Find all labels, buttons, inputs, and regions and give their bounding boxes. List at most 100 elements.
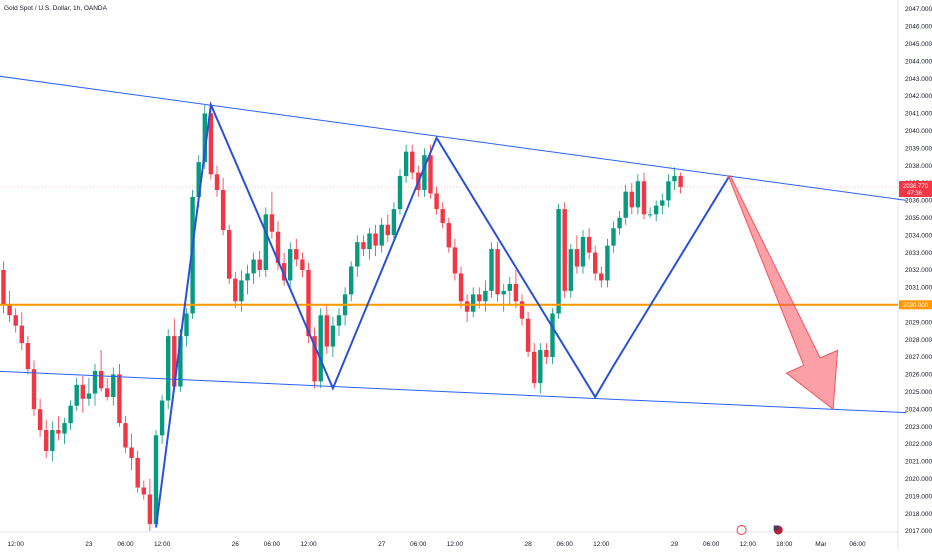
- time-tick-label: 29: [671, 541, 679, 548]
- candle-body: [239, 280, 244, 302]
- candle-body: [208, 113, 214, 175]
- price-tick-label: 2018.000: [905, 511, 932, 518]
- candle-body: [269, 214, 275, 232]
- candle-body: [611, 228, 616, 246]
- candle-body: [62, 423, 67, 434]
- candle-body: [678, 176, 683, 188]
- candle-body: [196, 162, 201, 197]
- price-tick-label: 2023.000: [905, 424, 932, 431]
- candle-body: [275, 231, 281, 264]
- candle-body: [623, 191, 628, 218]
- candle-body: [391, 209, 397, 236]
- candle-body: [233, 278, 238, 302]
- candle-body: [245, 273, 250, 281]
- support-trendline: [0, 370, 907, 414]
- price-tick-label: 2029.000: [905, 319, 932, 326]
- drawing-tools: [0, 75, 907, 528]
- time-tick-label: 06:00: [117, 541, 134, 548]
- candle-body: [336, 315, 342, 326]
- time-axis[interactable]: 12:00 23 06:00 12:00 26 06:00 12:00 27 06:00 12:0…: [8, 525, 866, 549]
- price-tick-label: 2034.000: [905, 232, 932, 239]
- us-flag-canton: [773, 525, 779, 530]
- candle-body: [37, 409, 43, 431]
- time-tick-label: 12:00: [740, 541, 757, 548]
- price-tick-label: 2031.000: [905, 285, 932, 292]
- candle-body: [477, 294, 482, 302]
- candle-body: [220, 189, 226, 230]
- candle-body: [550, 313, 555, 357]
- candle-body: [385, 224, 390, 236]
- candle-body: [507, 283, 512, 291]
- price-tick-label: 2041.000: [905, 111, 932, 118]
- time-tick-label: 06:00: [410, 541, 427, 548]
- candle-body: [629, 191, 634, 208]
- price-tick-label: 2040.000: [905, 128, 932, 135]
- price-tick-label: 2032.000: [905, 267, 932, 274]
- candle-body: [13, 315, 18, 326]
- price-tick-label: 2026.000: [905, 372, 932, 379]
- projection-arrow: [727, 174, 839, 411]
- candle-body: [428, 155, 433, 194]
- time-tick-label: 26: [232, 541, 240, 548]
- candle-body: [452, 247, 458, 274]
- candle-body: [172, 336, 177, 387]
- price-tick-label: 2028.000: [905, 337, 932, 344]
- level-price-tag: [899, 300, 932, 310]
- time-tick-label: 06:00: [557, 541, 574, 548]
- candle-body: [349, 266, 354, 295]
- candle-body: [7, 304, 12, 316]
- candle-body: [434, 193, 439, 210]
- candle-body: [355, 242, 360, 267]
- candle-body: [288, 249, 293, 281]
- candle-body: [135, 457, 140, 488]
- candle-body: [31, 369, 37, 410]
- current-price-label: 2036.770: [903, 184, 929, 190]
- time-tick-label: Mar: [815, 541, 827, 548]
- time-tick-label: 27: [378, 541, 386, 548]
- chart-title: Gold Spot / U.S. Dollar, 1h, OANDA: [4, 5, 108, 12]
- price-tick-label: 2017.000: [905, 528, 932, 535]
- candle-body: [483, 290, 488, 302]
- candle-body: [525, 318, 531, 352]
- candle-body: [166, 336, 171, 401]
- time-tick-label: 12:00: [300, 541, 317, 548]
- candle-body: [647, 214, 653, 216]
- candle-body: [605, 245, 610, 281]
- candle-body: [440, 209, 445, 224]
- price-tick-label: 2019.000: [905, 493, 932, 500]
- candle-body: [513, 283, 519, 302]
- candle-body: [159, 400, 165, 436]
- candle-body: [654, 205, 659, 215]
- candle-body: [294, 249, 299, 260]
- time-tick-label: 23: [85, 541, 93, 548]
- candle-body: [379, 224, 384, 246]
- candle-body: [50, 430, 55, 451]
- candle-body: [25, 343, 31, 370]
- candle-body: [361, 242, 366, 250]
- candle-body: [519, 301, 525, 319]
- candle-body: [105, 388, 110, 398]
- price-tick-label: 2025.000: [905, 389, 932, 396]
- level-price-label: 2030.000: [903, 303, 929, 309]
- time-tick-label: 18:00: [776, 541, 793, 548]
- price-tick-label: 2038.000: [905, 163, 932, 170]
- price-tick-label: 2036.000: [905, 198, 932, 205]
- candle-body: [635, 181, 641, 208]
- candle-body: [330, 325, 336, 347]
- candle-body: [666, 181, 671, 201]
- candle-body: [446, 223, 451, 248]
- current-price-tag: [899, 181, 932, 198]
- candle-body: [117, 374, 122, 424]
- candle-body: [178, 336, 183, 387]
- candle-body: [641, 181, 647, 215]
- candle-body: [1, 270, 6, 305]
- price-tick-label: 2033.000: [905, 250, 932, 257]
- candle-body: [19, 325, 24, 344]
- candle-body: [123, 423, 128, 448]
- candle-body: [464, 301, 470, 312]
- price-axis[interactable]: 2017.000 2018.000 2019.000 2020.000 2021.000…: [899, 6, 932, 535]
- candle-body: [495, 249, 500, 295]
- candle-body: [574, 249, 580, 267]
